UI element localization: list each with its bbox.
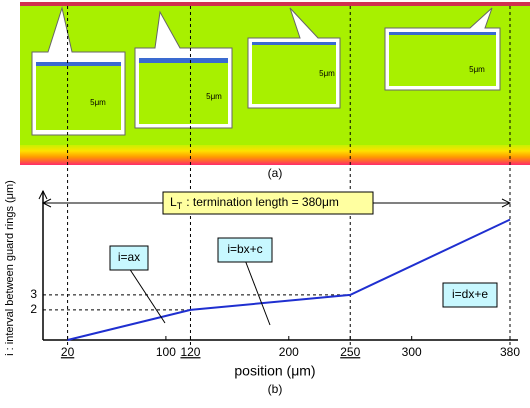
scale-label: 5μm (90, 98, 106, 107)
x-tick-label: 20 (61, 345, 75, 359)
span-label-box (162, 191, 374, 215)
caption-b: (b) (268, 382, 283, 396)
y-tick-label: 2 (30, 302, 37, 316)
span-main: L (170, 195, 177, 209)
annotation: i=ax (118, 250, 140, 264)
y-tick-label: 3 (30, 287, 37, 301)
top-edge (20, 2, 530, 6)
annotation-box (109, 245, 149, 271)
data-line (67, 218, 511, 341)
x-axis-label: position (μm) (234, 363, 315, 379)
annotation-leader (128, 267, 166, 324)
simulation-image: 5μm 5μm 5μm 5μm (20, 2, 530, 165)
callout (384, 7, 501, 91)
arrow-head (501, 198, 512, 208)
span-rest: : termination length = 380μm (186, 195, 339, 209)
annotation-box (217, 237, 273, 263)
scale-label: 5μm (469, 65, 485, 74)
span-sub: T (177, 201, 183, 211)
arrow-head (41, 198, 52, 208)
scale-label: 5μm (319, 69, 335, 78)
x-tick-label: 100 (156, 345, 176, 359)
bottom-band (20, 145, 530, 165)
x-tick-label: 380 (500, 345, 520, 359)
y-axis-label: i : interval between guard rings (μm) (4, 180, 16, 356)
scale-label: 5μm (206, 92, 222, 101)
x-tick-label: 300 (402, 345, 422, 359)
callout (134, 10, 233, 129)
caption-a: (a) (268, 166, 283, 180)
annotation-box (442, 282, 498, 308)
x-tick-label: 200 (279, 345, 299, 359)
annotation: i=bx+c (227, 242, 262, 256)
span-label: LT: termination length = 380μm (170, 195, 339, 211)
x-tick-label: 250 (340, 345, 360, 359)
callout (31, 6, 126, 136)
annotation: i=dx+e (452, 287, 488, 301)
y-axis-arrow (38, 189, 48, 200)
annotation-leader (244, 259, 271, 326)
callout (247, 7, 341, 109)
x-tick-label: 120 (180, 345, 200, 359)
